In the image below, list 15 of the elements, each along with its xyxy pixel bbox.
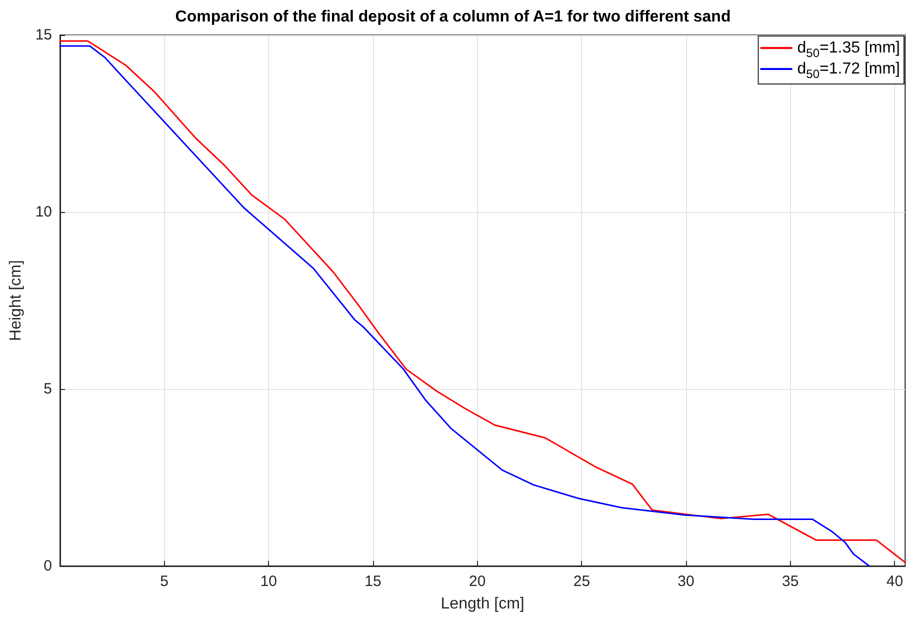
x-tick-label: 15 [364, 573, 382, 590]
y-tick-label: 5 [44, 380, 52, 398]
y-tick-label: 10 [35, 204, 52, 220]
y-axis-title: Height [cm] [8, 260, 24, 341]
x-tick-label: 40 [886, 573, 904, 590]
x-tick-label: 35 [782, 573, 799, 590]
y-tick-label: 15 [35, 26, 52, 44]
x-axis-title: Length [cm] [440, 596, 524, 612]
y-tick-label: 0 [44, 558, 52, 574]
x-tick-label: 30 [678, 573, 694, 590]
x-tick-label: 25 [573, 573, 590, 590]
chart-title: Comparison of the final deposit of a column of A=1 for two different sand [175, 8, 731, 26]
x-tick-label: 5 [160, 573, 169, 590]
x-tick-label: 10 [260, 573, 278, 590]
x-tick-label: 20 [469, 573, 486, 590]
